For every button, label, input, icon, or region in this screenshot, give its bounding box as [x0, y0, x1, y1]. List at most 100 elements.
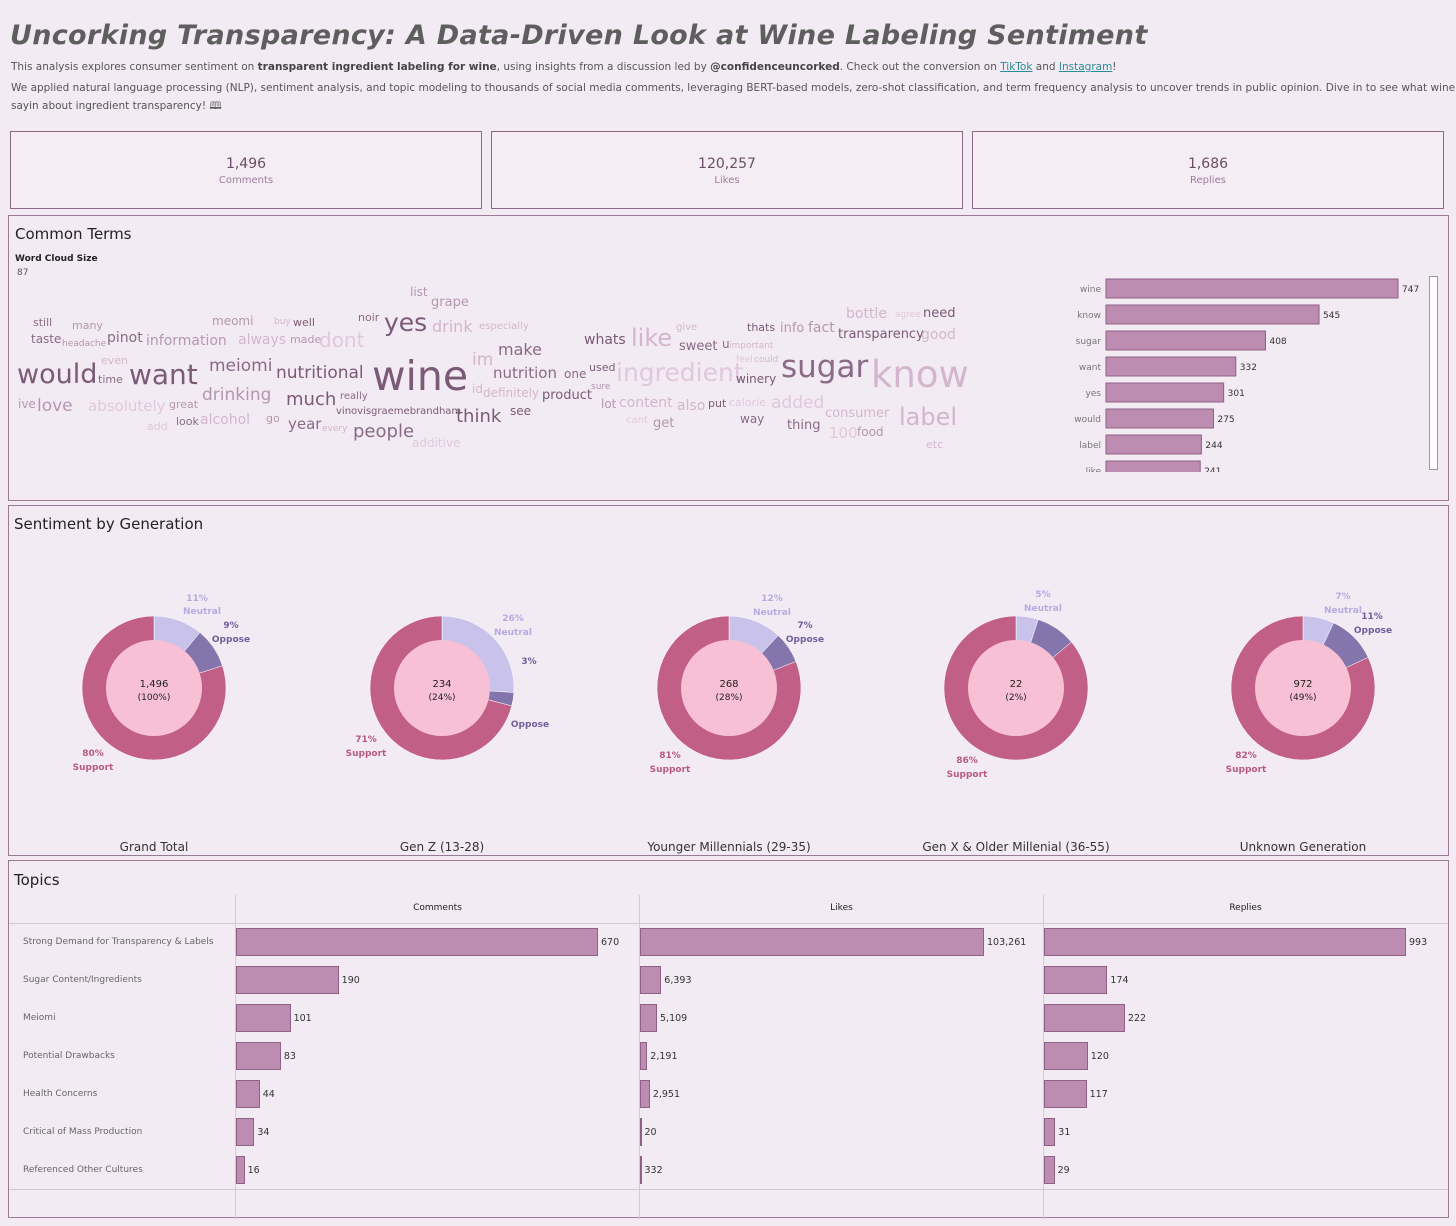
word-cloud-word[interactable]: definitely: [483, 386, 540, 400]
word-cloud-word[interactable]: buy: [274, 317, 291, 327]
word-cloud-word[interactable]: ive: [18, 397, 36, 411]
word-cloud-word[interactable]: feel: [736, 355, 753, 365]
word-cloud-word[interactable]: calorie: [729, 396, 766, 409]
word-cloud-word[interactable]: made: [290, 333, 322, 346]
word-cloud-word[interactable]: well: [293, 316, 315, 329]
word-cloud-word[interactable]: sugar: [781, 349, 869, 385]
word-cloud-word[interactable]: make: [498, 340, 542, 359]
word-cloud-word[interactable]: agree: [895, 310, 921, 320]
word-cloud-word[interactable]: sure: [591, 382, 611, 392]
word-cloud-word[interactable]: important: [729, 341, 774, 351]
word-cloud-word[interactable]: product: [542, 388, 593, 403]
word-cloud-word[interactable]: additive: [412, 436, 461, 450]
word-cloud-word[interactable]: im: [472, 350, 494, 370]
word-cloud-word[interactable]: need: [923, 306, 956, 321]
word-cloud-word[interactable]: drinking: [202, 385, 272, 405]
topic-bar-comments[interactable]: [236, 1004, 291, 1032]
topic-bar-comments[interactable]: [236, 1080, 260, 1108]
topic-bar-comments[interactable]: [236, 1156, 245, 1184]
term-bar[interactable]: [1105, 356, 1237, 377]
word-cloud-word[interactable]: winery: [736, 372, 777, 386]
topic-bar-replies[interactable]: [1044, 1080, 1087, 1108]
word-cloud-word[interactable]: year: [288, 415, 322, 433]
word-cloud-word[interactable]: especially: [479, 321, 529, 332]
term-bar[interactable]: [1105, 460, 1201, 472]
topic-bar-likes[interactable]: [640, 1042, 648, 1070]
word-cloud-word[interactable]: cant: [626, 415, 648, 426]
word-cloud-word[interactable]: way: [740, 412, 765, 426]
word-cloud-word[interactable]: ingredient: [616, 358, 744, 387]
topic-bar-comments[interactable]: [236, 928, 598, 956]
word-cloud-word[interactable]: content: [619, 395, 673, 411]
word-cloud-word[interactable]: give: [676, 322, 698, 333]
word-cloud-word[interactable]: see: [510, 404, 532, 418]
word-cloud-word[interactable]: really: [340, 391, 368, 402]
word-cloud-word[interactable]: etc: [926, 438, 944, 451]
topic-bar-replies[interactable]: [1044, 1156, 1055, 1184]
word-cloud-word[interactable]: vinovisgraemebrandham: [336, 406, 462, 417]
word-cloud-word[interactable]: one: [564, 367, 587, 381]
topic-bar-comments[interactable]: [236, 1118, 255, 1146]
word-cloud-word[interactable]: want: [129, 358, 198, 391]
word-cloud-word[interactable]: think: [456, 406, 502, 427]
word-cloud-word[interactable]: information: [146, 333, 227, 349]
word-cloud-word[interactable]: fact: [808, 320, 835, 336]
word-cloud-word[interactable]: food: [857, 425, 884, 439]
word-cloud-word[interactable]: drink: [432, 317, 473, 336]
topic-bar-likes[interactable]: [640, 1118, 642, 1146]
word-cloud-word[interactable]: get: [653, 416, 675, 431]
term-bar[interactable]: [1105, 278, 1399, 299]
word-cloud-word[interactable]: many: [72, 319, 103, 332]
word-cloud-word[interactable]: like: [631, 324, 673, 352]
word-cloud-word[interactable]: label: [899, 403, 958, 431]
word-cloud-word[interactable]: absolutely: [88, 397, 166, 415]
term-chart-scrollbar[interactable]: [1429, 276, 1438, 470]
term-bar[interactable]: [1105, 304, 1320, 325]
word-cloud-word[interactable]: go: [266, 412, 280, 425]
topic-bar-comments[interactable]: [236, 966, 339, 994]
word-cloud-word[interactable]: added: [771, 393, 825, 413]
word-cloud-word[interactable]: sweet: [679, 339, 718, 354]
word-cloud-word[interactable]: transparency: [838, 327, 924, 342]
word-cloud-word[interactable]: much: [286, 389, 337, 410]
word-cloud-word[interactable]: even: [101, 354, 129, 367]
term-bar[interactable]: [1105, 434, 1202, 455]
word-cloud-word[interactable]: meiomi: [209, 356, 273, 376]
word-cloud-word[interactable]: 100: [829, 424, 858, 442]
word-cloud-word[interactable]: list: [410, 285, 428, 299]
word-cloud-word[interactable]: add: [147, 420, 168, 433]
word-cloud-word[interactable]: u: [722, 337, 730, 351]
topic-bar-likes[interactable]: [640, 966, 662, 994]
tiktok-link[interactable]: TikTok: [1000, 61, 1033, 73]
word-cloud-word[interactable]: look: [176, 415, 199, 428]
word-cloud-word[interactable]: info: [780, 321, 805, 336]
word-cloud-size-value[interactable]: 87: [17, 268, 29, 278]
topic-bar-replies[interactable]: [1044, 928, 1406, 956]
word-cloud-word[interactable]: consumer: [825, 406, 890, 421]
word-cloud-word[interactable]: would: [17, 359, 98, 390]
instagram-link[interactable]: Instagram: [1058, 61, 1113, 73]
word-cloud-word[interactable]: dont: [319, 328, 365, 352]
word-cloud-word[interactable]: used: [589, 361, 616, 374]
topic-bar-replies[interactable]: [1044, 1042, 1088, 1070]
word-cloud-word[interactable]: time: [98, 373, 123, 386]
word-cloud-word[interactable]: meomi: [212, 314, 254, 328]
word-cloud-word[interactable]: every: [322, 424, 348, 434]
term-bar[interactable]: [1105, 382, 1225, 403]
word-cloud-word[interactable]: people: [353, 421, 415, 442]
word-cloud-word[interactable]: wine: [372, 352, 469, 400]
word-cloud-word[interactable]: love: [37, 396, 73, 416]
topic-bar-likes[interactable]: [640, 928, 984, 956]
topic-bar-likes[interactable]: [640, 1004, 658, 1032]
word-cloud-word[interactable]: id: [472, 382, 483, 396]
topic-bar-replies[interactable]: [1044, 1004, 1125, 1032]
word-cloud-word[interactable]: also: [677, 398, 706, 414]
word-cloud-word[interactable]: headache: [62, 339, 107, 349]
word-cloud-word[interactable]: know: [871, 353, 969, 396]
word-cloud-word[interactable]: yes: [384, 308, 428, 337]
word-cloud-word[interactable]: taste: [31, 332, 62, 346]
word-cloud-word[interactable]: good: [921, 327, 956, 343]
word-cloud-word[interactable]: always: [238, 332, 287, 348]
word-cloud-word[interactable]: still: [33, 316, 53, 329]
word-cloud-word[interactable]: lot: [601, 397, 617, 411]
